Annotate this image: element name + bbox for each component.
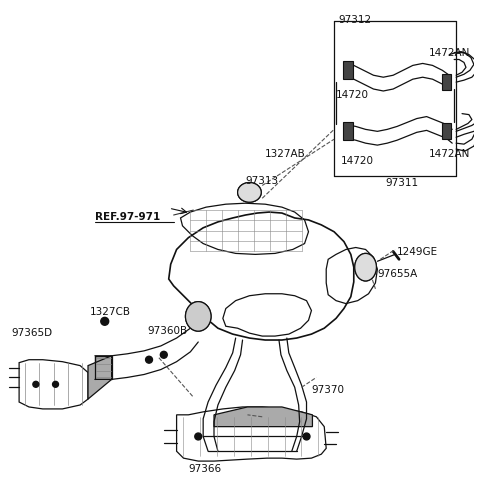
Polygon shape [214,407,312,427]
Text: 14720: 14720 [336,90,369,100]
Text: 97311: 97311 [385,178,419,188]
Circle shape [53,382,59,387]
Circle shape [101,317,108,325]
Bar [343,122,353,140]
Bar [343,61,353,79]
Text: 97365D: 97365D [11,328,52,338]
Bar [443,123,451,139]
Text: 1327AB: 1327AB [265,149,306,159]
Circle shape [33,382,39,387]
Ellipse shape [355,253,376,281]
Text: 1327CB: 1327CB [90,307,131,316]
Text: REF.97-971: REF.97-971 [95,212,160,222]
Text: 97366: 97366 [189,464,222,474]
Ellipse shape [185,301,211,331]
Text: 97312: 97312 [338,15,371,25]
Circle shape [195,433,202,440]
Circle shape [145,356,153,363]
Text: 97313: 97313 [245,176,278,186]
Polygon shape [95,356,112,379]
Text: 1249GE: 1249GE [397,248,438,257]
Text: 97370: 97370 [312,385,345,396]
Text: 97360B: 97360B [147,326,187,336]
Text: 1472AN: 1472AN [429,48,470,58]
Text: 97655A: 97655A [377,269,418,279]
Bar [443,74,451,90]
Circle shape [303,433,310,440]
Polygon shape [88,356,112,399]
Text: 14720: 14720 [341,156,374,166]
Ellipse shape [238,182,261,202]
Text: 1472AN: 1472AN [429,149,470,159]
Circle shape [160,351,167,358]
